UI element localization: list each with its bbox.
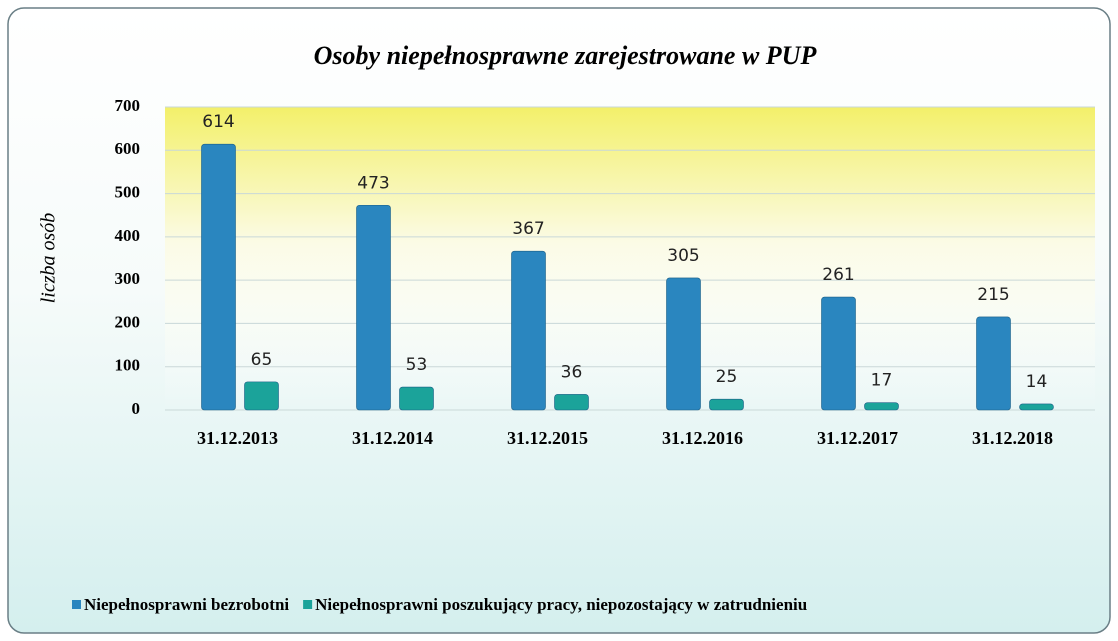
x-tick-label: 31.12.2014 bbox=[352, 428, 433, 448]
bar bbox=[709, 398, 744, 411]
value-label: 367 bbox=[512, 219, 544, 239]
value-label: 473 bbox=[357, 173, 389, 193]
plot-area bbox=[165, 107, 1095, 410]
value-label: 25 bbox=[716, 367, 738, 387]
chart-title: Osoby niepełnosprawne zarejestrowane w P… bbox=[314, 41, 818, 70]
bar bbox=[356, 204, 391, 411]
bar bbox=[666, 277, 701, 411]
x-tick-label: 31.12.2015 bbox=[507, 428, 588, 448]
x-tick-label: 31.12.2018 bbox=[972, 428, 1053, 448]
bar bbox=[976, 316, 1011, 411]
y-tick-label: 0 bbox=[132, 399, 141, 418]
x-tick-label: 31.12.2013 bbox=[197, 428, 278, 448]
y-axis-label: liczba osób bbox=[38, 213, 60, 304]
bar bbox=[821, 296, 856, 411]
value-label: 614 bbox=[202, 112, 234, 132]
value-label: 261 bbox=[822, 265, 854, 285]
value-label: 17 bbox=[871, 371, 893, 391]
y-tick-label: 300 bbox=[115, 269, 141, 288]
y-tick-label: 400 bbox=[115, 226, 141, 245]
legend-label: Niepełnosprawni bezrobotni bbox=[84, 595, 289, 614]
bar bbox=[201, 143, 236, 411]
y-tick-label: 600 bbox=[115, 139, 141, 158]
value-label: 36 bbox=[561, 362, 583, 382]
value-label: 53 bbox=[406, 355, 428, 375]
bar bbox=[399, 386, 434, 411]
x-tick-label: 31.12.2016 bbox=[662, 428, 743, 448]
legend-marker bbox=[303, 600, 313, 609]
bar bbox=[554, 394, 589, 411]
bar bbox=[511, 250, 546, 411]
bar bbox=[1019, 403, 1054, 411]
y-tick-label: 700 bbox=[115, 96, 141, 115]
y-tick-label: 500 bbox=[115, 182, 141, 201]
value-label: 65 bbox=[251, 350, 273, 370]
value-label: 215 bbox=[977, 285, 1009, 305]
y-tick-label: 200 bbox=[115, 312, 141, 331]
bar bbox=[244, 381, 279, 411]
y-tick-label: 100 bbox=[115, 356, 141, 375]
x-tick-label: 31.12.2017 bbox=[817, 428, 898, 448]
value-label: 14 bbox=[1026, 372, 1048, 392]
legend-marker bbox=[72, 600, 81, 609]
legend-label: Niepełnosprawni poszukujący pracy, niepo… bbox=[315, 595, 807, 614]
bar bbox=[864, 402, 899, 411]
value-label: 305 bbox=[667, 246, 699, 266]
